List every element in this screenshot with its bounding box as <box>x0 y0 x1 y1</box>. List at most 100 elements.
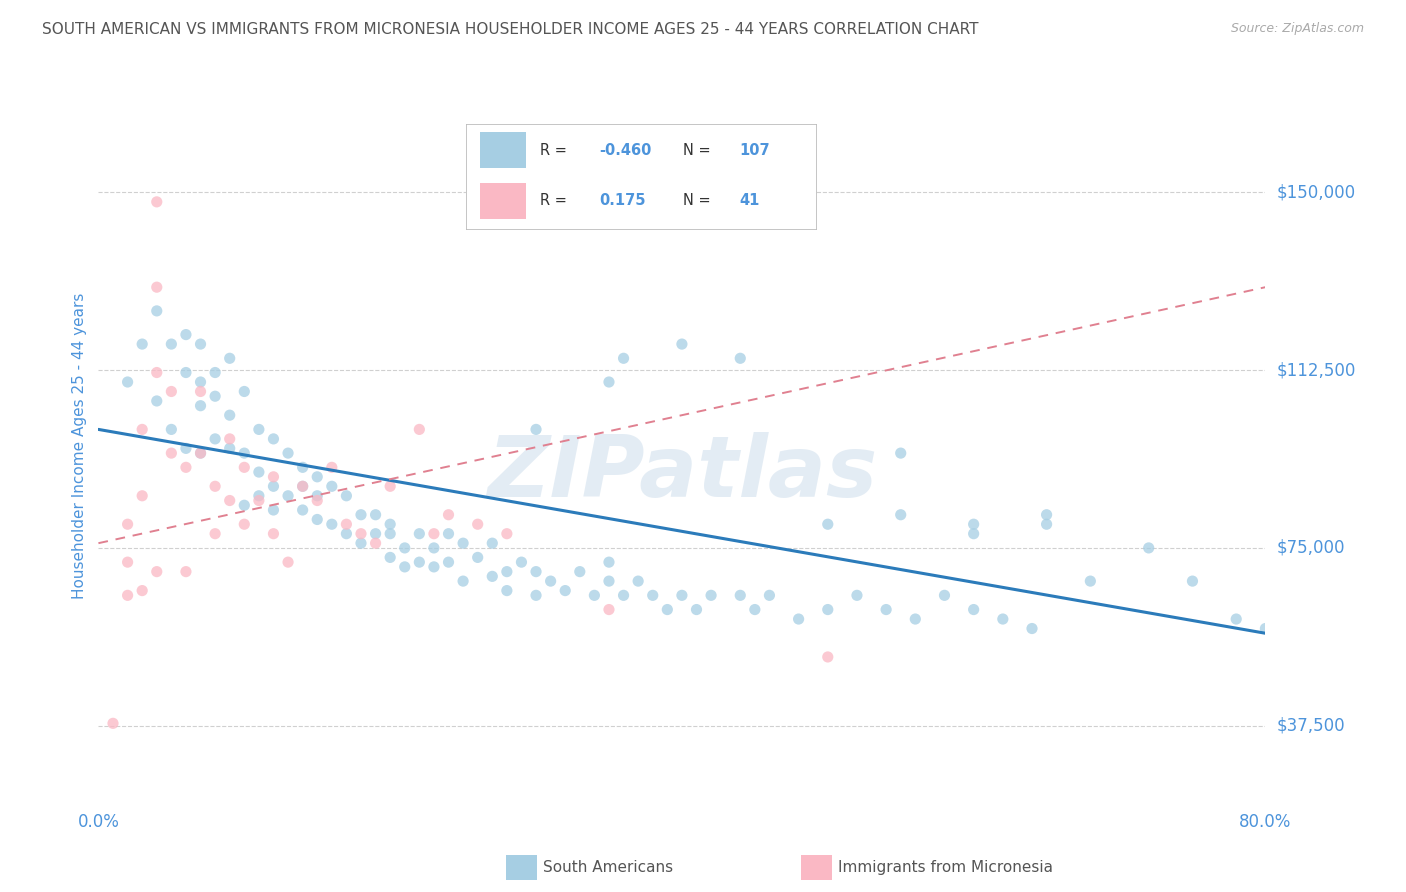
Point <box>204 432 226 446</box>
Point <box>307 470 329 484</box>
Point <box>321 517 343 532</box>
Point <box>495 565 517 579</box>
Point <box>728 351 751 366</box>
Point <box>451 574 474 588</box>
Point <box>1181 574 1204 588</box>
Point <box>378 517 402 532</box>
Point <box>307 493 329 508</box>
Point <box>554 583 576 598</box>
Point <box>307 489 329 503</box>
Point <box>904 612 927 626</box>
Point <box>190 446 212 460</box>
Point <box>378 479 402 493</box>
Point <box>262 470 284 484</box>
Point <box>467 517 489 532</box>
Point <box>437 526 460 541</box>
Point <box>1254 622 1277 636</box>
Text: $37,500: $37,500 <box>1277 716 1346 735</box>
Point <box>364 536 387 550</box>
Point <box>641 588 664 602</box>
Point <box>423 526 446 541</box>
Point <box>583 588 606 602</box>
Point <box>218 432 240 446</box>
Point <box>437 555 460 569</box>
Point <box>174 460 197 475</box>
Text: $112,500: $112,500 <box>1277 361 1355 379</box>
Point <box>146 565 169 579</box>
Point <box>233 460 256 475</box>
Point <box>1021 622 1043 636</box>
Point <box>291 479 314 493</box>
Point <box>247 422 270 436</box>
Point <box>160 337 183 351</box>
Point <box>117 588 139 602</box>
Point <box>291 479 314 493</box>
Point <box>394 560 416 574</box>
Point <box>875 602 897 616</box>
Point <box>394 541 416 555</box>
Point <box>787 612 810 626</box>
Point <box>758 588 780 602</box>
Point <box>247 489 270 503</box>
Point <box>335 517 357 532</box>
Point <box>524 588 547 602</box>
Point <box>1035 508 1057 522</box>
Point <box>598 555 620 569</box>
Point <box>131 337 153 351</box>
Point <box>598 602 620 616</box>
Point <box>204 366 226 380</box>
Point <box>160 384 183 399</box>
Point <box>190 337 212 351</box>
Point <box>481 536 503 550</box>
Text: SOUTH AMERICAN VS IMMIGRANTS FROM MICRONESIA HOUSEHOLDER INCOME AGES 25 - 44 YEA: SOUTH AMERICAN VS IMMIGRANTS FROM MICRON… <box>42 22 979 37</box>
Point <box>190 384 212 399</box>
Point <box>408 422 430 436</box>
Point <box>160 446 183 460</box>
Point <box>991 612 1014 626</box>
Point <box>204 479 226 493</box>
Point <box>568 565 591 579</box>
Point <box>423 560 446 574</box>
Point <box>117 555 139 569</box>
Text: Immigrants from Micronesia: Immigrants from Micronesia <box>838 861 1053 875</box>
Point <box>671 337 693 351</box>
Point <box>671 588 693 602</box>
Point <box>146 394 169 409</box>
Point <box>378 550 402 565</box>
Point <box>495 583 517 598</box>
Point <box>612 351 634 366</box>
Point <box>291 503 314 517</box>
Y-axis label: Householder Income Ages 25 - 44 years: Householder Income Ages 25 - 44 years <box>72 293 87 599</box>
Point <box>817 517 839 532</box>
Point <box>685 602 707 616</box>
Point <box>1225 612 1247 626</box>
Point <box>204 389 226 403</box>
Point <box>962 526 984 541</box>
Point <box>160 422 183 436</box>
Point <box>612 588 634 602</box>
Point <box>481 569 503 583</box>
Point <box>962 602 984 616</box>
Point <box>350 536 373 550</box>
Point <box>146 304 169 318</box>
Point <box>190 446 212 460</box>
Point <box>364 526 387 541</box>
Point <box>817 602 839 616</box>
Point <box>744 602 766 616</box>
Point <box>131 422 153 436</box>
Point <box>262 432 284 446</box>
Point <box>174 442 197 456</box>
Point <box>101 716 124 731</box>
Point <box>540 574 562 588</box>
Text: $150,000: $150,000 <box>1277 184 1355 202</box>
Point <box>218 408 240 422</box>
Point <box>233 446 256 460</box>
Point <box>190 399 212 413</box>
Point <box>174 565 197 579</box>
Point <box>657 602 679 616</box>
Point <box>146 366 169 380</box>
Text: $75,000: $75,000 <box>1277 539 1346 557</box>
Point <box>131 583 153 598</box>
Point <box>1035 517 1057 532</box>
Point <box>700 588 723 602</box>
